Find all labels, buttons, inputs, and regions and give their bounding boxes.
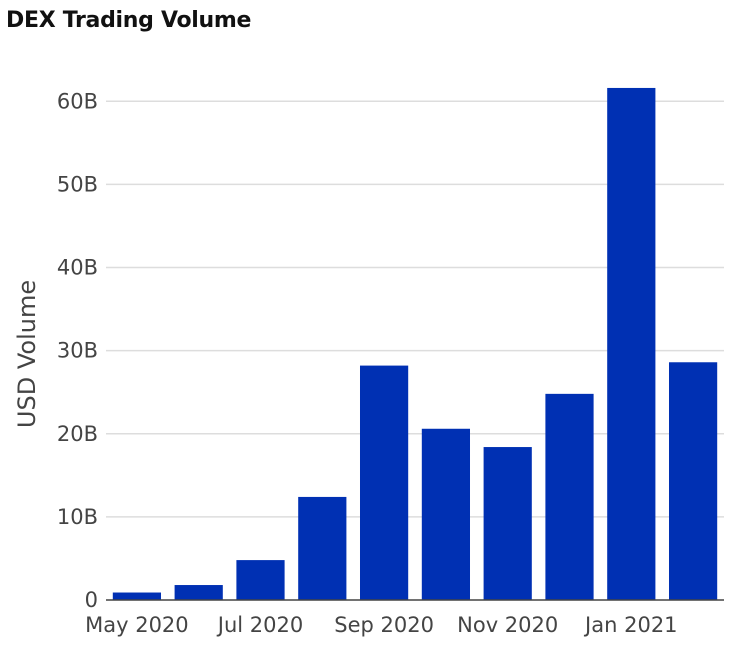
bar-jan-2021: [607, 87, 656, 600]
bars: [112, 87, 718, 600]
x-tick-label: Jan 2021: [583, 613, 678, 637]
bar-jul-2020: [236, 560, 285, 600]
bar-sep-2020: [359, 365, 409, 600]
y-tick-label: 60B: [57, 89, 98, 113]
bar-feb-2021: [668, 362, 718, 600]
bar-nov-2020: [483, 447, 532, 600]
x-tick-label: Sep 2020: [334, 613, 434, 637]
y-tick-label: 10B: [57, 505, 98, 529]
bar-oct-2020: [421, 428, 471, 600]
chart-title: DEX Trading Volume: [6, 8, 252, 33]
x-tick-labels: May 2020 Jul 2020 Sep 2020 Nov 2020 Jan 2021: [85, 613, 677, 637]
bar-may-2020: [112, 592, 162, 600]
x-tick-label: May 2020: [85, 613, 189, 637]
y-tick-labels: 0 10B 20B 30B 40B 50B 60B: [57, 89, 98, 612]
y-axis-label: USD Volume: [13, 280, 41, 428]
y-tick-label: 30B: [57, 339, 98, 363]
y-tick-label: 50B: [57, 172, 98, 196]
bar-dec-2020: [545, 393, 594, 600]
bar-aug-2020: [298, 496, 347, 600]
bar-jun-2020: [174, 585, 223, 600]
x-tick-label: Nov 2020: [457, 613, 558, 637]
y-tick-label: 0: [85, 588, 98, 612]
x-tick-label: Jul 2020: [216, 613, 303, 637]
y-tick-label: 40B: [57, 256, 98, 280]
y-tick-label: 20B: [57, 422, 98, 446]
